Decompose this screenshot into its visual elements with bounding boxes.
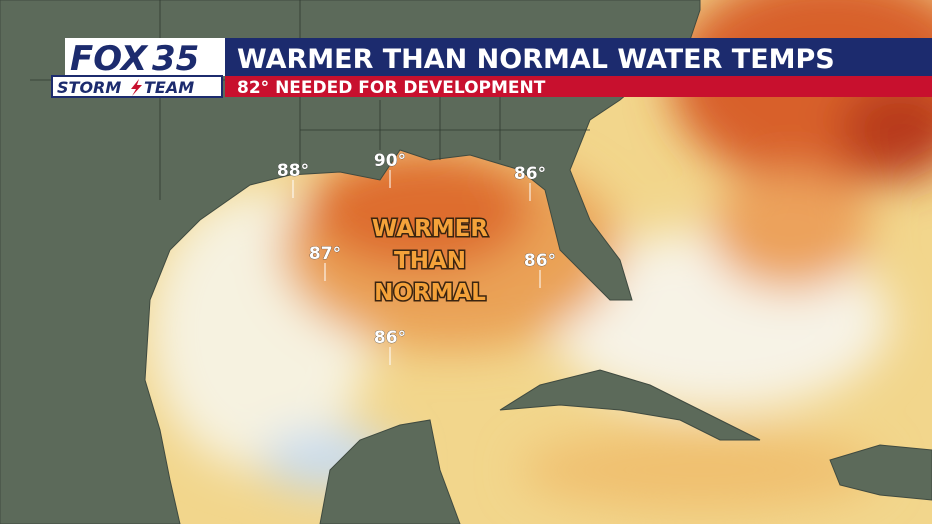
temp-label: 87° (309, 244, 341, 264)
annotation-line: WARMER (372, 216, 488, 242)
annotation-line: NORMAL (374, 280, 486, 306)
team-left: STORM (57, 78, 121, 97)
logo-brand: FOX (70, 39, 149, 79)
temp-label: 90° (374, 151, 406, 171)
temp-label: 86° (514, 164, 546, 184)
temp-label: 88° (277, 161, 309, 181)
subtitle: 82° NEEDED FOR DEVELOPMENT (237, 78, 546, 98)
lightning-icon (131, 79, 142, 96)
title-bar (225, 38, 932, 76)
temp-label: 86° (374, 328, 406, 348)
subtitle-bar (225, 76, 932, 97)
annotation-line: THAN (394, 248, 466, 274)
logo-channel: 35 (152, 39, 199, 79)
team-right: TEAM (144, 78, 194, 97)
temp-label: 86° (524, 251, 556, 271)
logo-box (65, 38, 225, 76)
title: WARMER THAN NORMAL WATER TEMPS (237, 44, 835, 75)
